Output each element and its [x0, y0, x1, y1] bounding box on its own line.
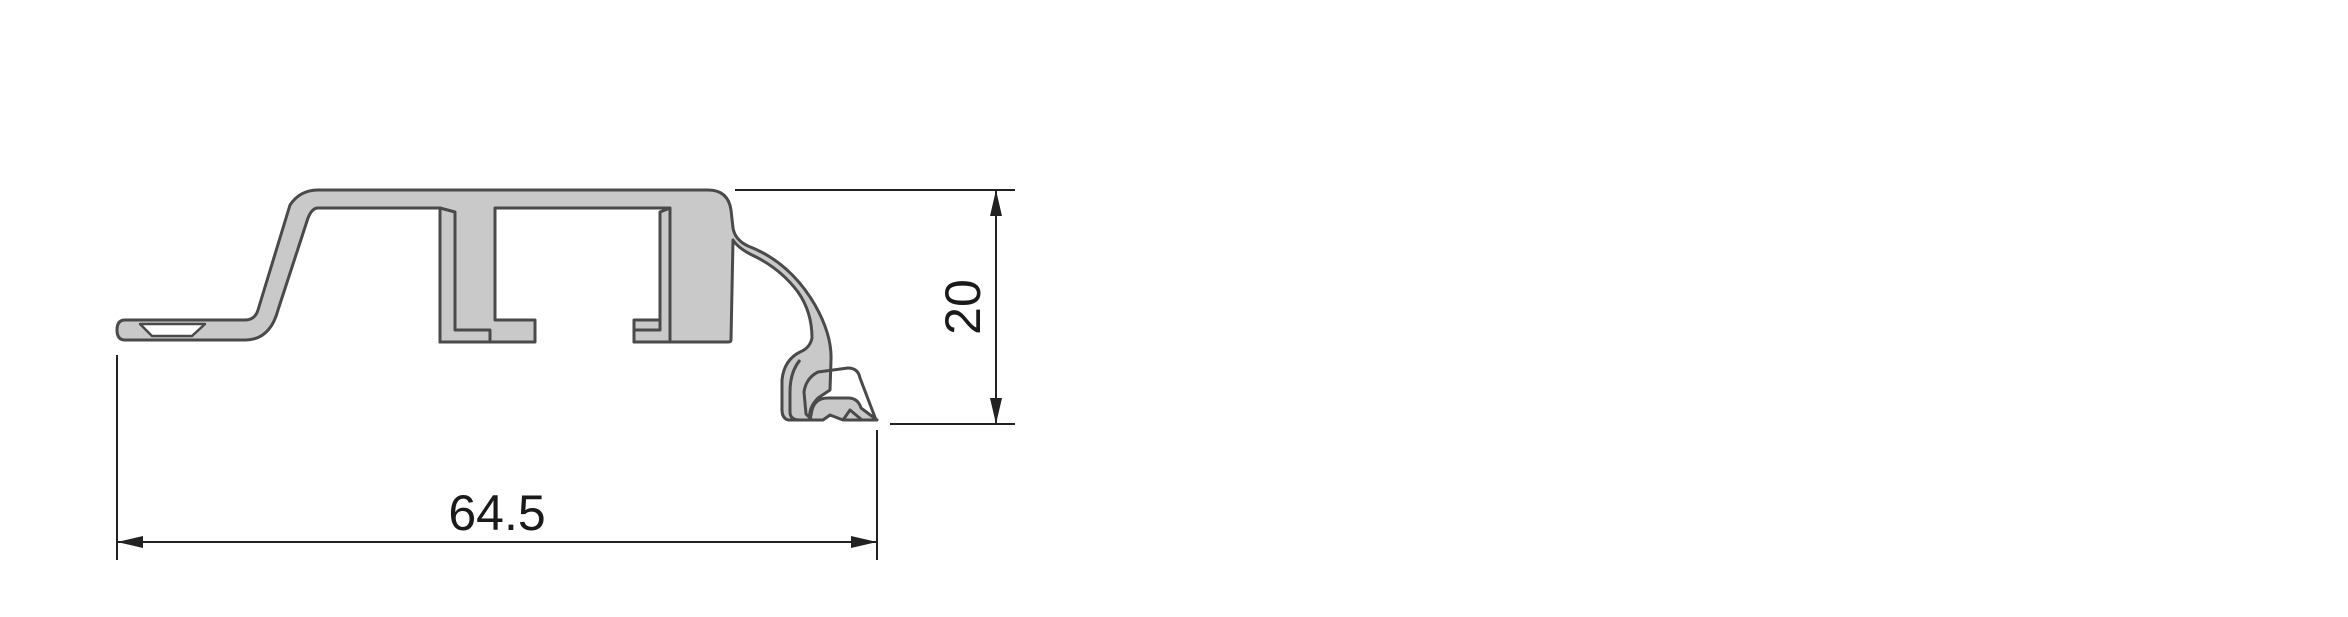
- profile-outline: [115, 188, 879, 422]
- width-arrow-left: [117, 536, 143, 548]
- width-arrow-right: [851, 536, 877, 548]
- height-dimension: 20: [735, 189, 1015, 425]
- profile-right-web: [632, 206, 672, 344]
- profile-left-slot: [138, 322, 207, 338]
- width-dimension-label: 64.5: [448, 485, 545, 541]
- height-dimension-label: 20: [935, 279, 991, 335]
- height-arrow-top: [990, 190, 1002, 216]
- profile-hook: [788, 359, 878, 422]
- profile-left-web: [438, 206, 492, 344]
- profile-cross-section: [115, 188, 879, 422]
- height-arrow-bottom: [990, 398, 1002, 424]
- width-dimension: 64.5: [116, 355, 878, 560]
